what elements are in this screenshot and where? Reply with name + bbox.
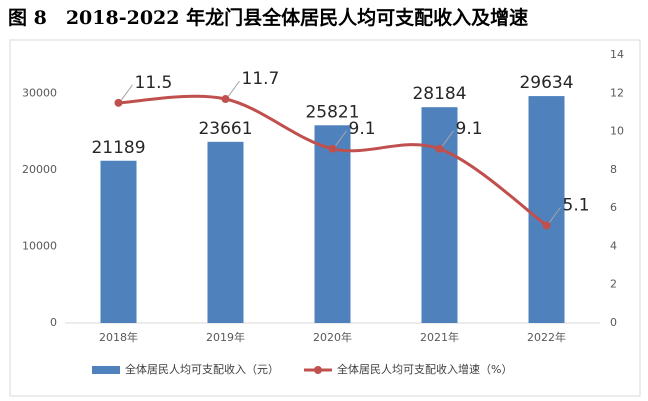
y2-tick-label: 2 bbox=[610, 278, 617, 291]
y-tick-label: 30000 bbox=[22, 86, 57, 99]
data-label: 5.1 bbox=[563, 195, 590, 215]
y-tick-label: 0 bbox=[50, 316, 57, 329]
y-tick-label: 20000 bbox=[22, 163, 57, 176]
line-marker bbox=[221, 95, 230, 104]
y2-tick-label: 6 bbox=[610, 201, 617, 214]
x-tick-label: 2018年 bbox=[99, 330, 138, 344]
x-tick-label: 2019年 bbox=[206, 330, 245, 344]
y2-tick-label: 10 bbox=[610, 125, 624, 138]
data-label: 11.7 bbox=[242, 69, 280, 89]
leader-line bbox=[549, 207, 561, 223]
leader-line bbox=[335, 130, 347, 147]
line-marker bbox=[328, 144, 337, 153]
line-marker bbox=[435, 144, 444, 153]
data-label: 29634 bbox=[519, 73, 573, 93]
bar bbox=[100, 160, 137, 323]
y-tick-label: 10000 bbox=[22, 239, 57, 252]
legend-label: 全体居民人均可支配收入（元） bbox=[125, 362, 279, 376]
line-marker bbox=[542, 221, 551, 230]
y2-tick-label: 8 bbox=[610, 163, 617, 176]
bar bbox=[421, 107, 458, 323]
data-label: 9.1 bbox=[349, 119, 376, 139]
legend-marker bbox=[314, 366, 322, 374]
y2-tick-label: 14 bbox=[610, 48, 624, 61]
y2-tick-label: 0 bbox=[610, 316, 617, 329]
chart-frame bbox=[9, 39, 641, 397]
line-marker bbox=[114, 98, 123, 107]
chart-title: 图 8 2018-2022 年龙门县全体居民人均可支配收入及增速 bbox=[8, 6, 528, 29]
legend-swatch bbox=[92, 366, 120, 374]
data-label: 21189 bbox=[91, 138, 145, 158]
leader-line bbox=[121, 84, 133, 101]
bar bbox=[314, 125, 351, 323]
y2-tick-label: 12 bbox=[610, 86, 624, 99]
data-label: 9.1 bbox=[456, 119, 483, 139]
data-label: 25821 bbox=[305, 102, 359, 122]
x-tick-label: 2021年 bbox=[420, 330, 459, 344]
bar bbox=[207, 141, 244, 323]
x-tick-label: 2020年 bbox=[313, 330, 352, 344]
data-label: 11.5 bbox=[135, 73, 173, 93]
leader-line bbox=[442, 130, 454, 147]
legend-label: 全体居民人均可支配收入增速（%） bbox=[337, 362, 512, 376]
data-label: 23661 bbox=[198, 119, 252, 139]
x-tick-label: 2022年 bbox=[527, 330, 566, 344]
y2-tick-label: 4 bbox=[610, 239, 617, 252]
data-label: 28184 bbox=[412, 84, 466, 104]
leader-line bbox=[228, 80, 240, 97]
